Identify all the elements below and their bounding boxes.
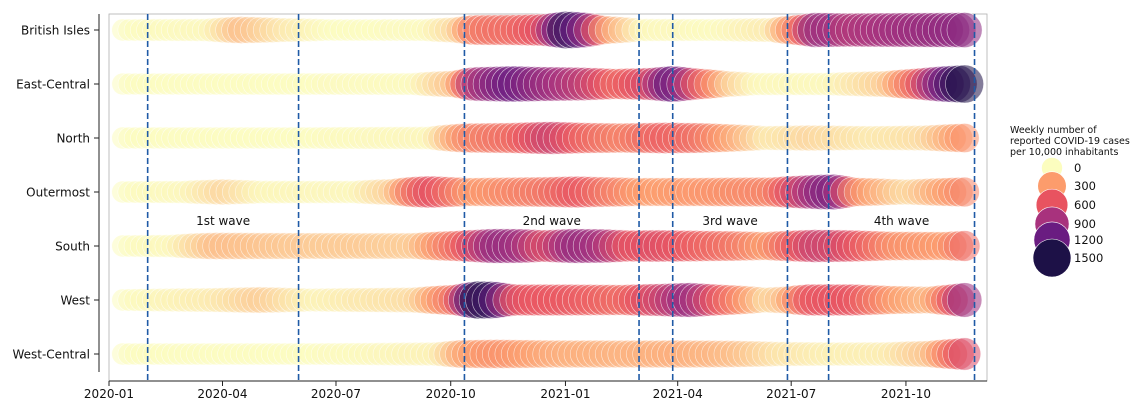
x-tick-label: 2021-04 <box>653 387 703 398</box>
bubble <box>948 337 982 371</box>
legend-title-line: per 10,000 inhabitants <box>1010 147 1119 158</box>
y-ticks: British Isles East-Central North Outermost S… <box>12 24 99 362</box>
legend-label: 300 <box>1074 179 1096 193</box>
wave-label: 3rd wave <box>702 214 757 228</box>
bubble <box>949 176 980 208</box>
wave-labels: 1st wave 2nd wave 3rd wave 4th wave <box>196 214 929 228</box>
y-tick-label: East-Central <box>16 78 90 92</box>
x-ticks: 2020-01 2020-04 2020-07 2020-10 2021-01 2021-… <box>84 381 931 398</box>
wave-boundary-lines <box>146 14 976 381</box>
wave-label: 1st wave <box>196 214 250 228</box>
legend-label: 1200 <box>1074 233 1103 247</box>
x-tick-label: 2020-10 <box>426 387 476 398</box>
legend-label: 600 <box>1074 198 1096 212</box>
bubble <box>945 64 984 104</box>
wave-label: 2nd wave <box>523 214 581 228</box>
legend-label: 900 <box>1074 217 1096 231</box>
y-tick-label: West <box>60 294 90 308</box>
bubble-row-west-central <box>111 337 982 371</box>
x-tick-label: 2021-07 <box>766 387 816 398</box>
wave-label: 4th wave <box>874 214 929 228</box>
bubble-row-west <box>111 280 983 320</box>
bubble-layer <box>111 10 984 371</box>
x-tick-label: 2020-07 <box>311 387 361 398</box>
bubble-row-british-isles <box>111 10 983 50</box>
x-tick-label: 2020-04 <box>197 387 247 398</box>
y-tick-label: British Isles <box>21 24 90 38</box>
axes: British Isles East-Central North Outermost S… <box>12 14 987 398</box>
y-tick-label: Outermost <box>26 186 90 200</box>
y-tick-label: South <box>55 240 90 254</box>
legend-swatch <box>1032 238 1072 278</box>
y-tick-label: West-Central <box>12 348 90 362</box>
legend-title-line: reported COVID-19 cases <box>1010 136 1130 147</box>
bubble-row-outermost <box>111 173 980 211</box>
bubble <box>948 230 981 262</box>
legend-label: 1500 <box>1074 251 1103 265</box>
bubble <box>946 12 983 48</box>
x-tick-label: 2021-01 <box>540 387 590 398</box>
y-tick-label: North <box>56 132 90 146</box>
x-tick-label: 2020-01 <box>84 387 134 398</box>
legend-title-line: Weekly number of <box>1010 125 1097 136</box>
bubble-row-south <box>111 228 981 264</box>
bubble-row-east-central <box>111 64 984 104</box>
legend-label: 0 <box>1074 161 1081 175</box>
bubble <box>946 282 983 318</box>
bubble <box>949 123 980 153</box>
x-tick-label: 2021-10 <box>881 387 931 398</box>
bubble-row-north <box>111 121 980 155</box>
